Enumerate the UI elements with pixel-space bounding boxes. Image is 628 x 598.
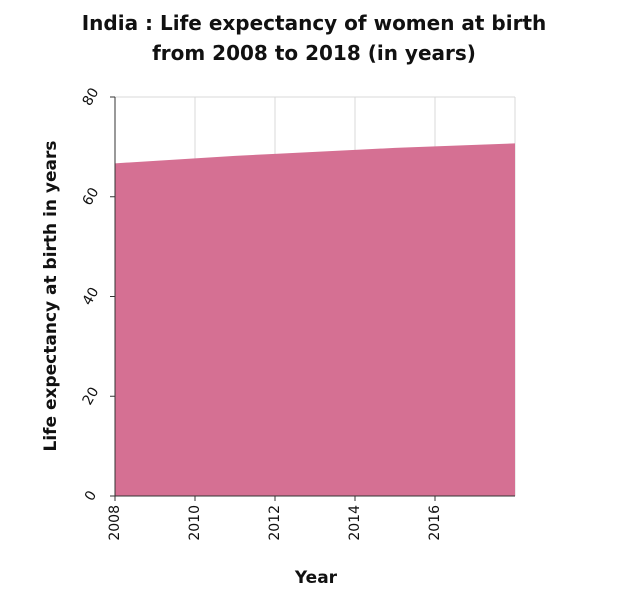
chart-title-line-1: India : Life expectancy of women at birt… [82,11,547,35]
x-tick-label: 2014 [347,505,363,541]
x-tick-label: 2010 [187,505,203,541]
x-tick-label: 2012 [267,505,283,541]
x-tick-label: 2016 [427,505,443,541]
y-tick-label: 60 [80,185,103,208]
area-series [115,143,515,497]
plot-area [115,143,515,497]
x-tick-label: 2008 [107,505,123,541]
y-tick-label: 20 [80,385,103,408]
y-ticks: 0 20 40 60 80 [80,85,115,504]
y-tick-label: 0 [82,488,100,504]
y-tick-label: 40 [80,285,103,308]
x-axis-label: Year [294,568,338,588]
y-tick-label: 80 [80,85,103,108]
chart-title-line-2: from 2008 to 2018 (in years) [152,41,476,65]
x-ticks: 2008 2010 2012 2014 2016 [107,496,443,541]
y-axis-label: Life expectancy at birth in years [41,140,61,451]
chart-title: India : Life expectancy of women at birt… [82,11,547,65]
